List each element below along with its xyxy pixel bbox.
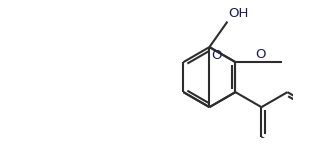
Text: OH: OH [228,7,249,20]
Text: O: O [211,49,221,62]
Text: O: O [255,48,265,61]
